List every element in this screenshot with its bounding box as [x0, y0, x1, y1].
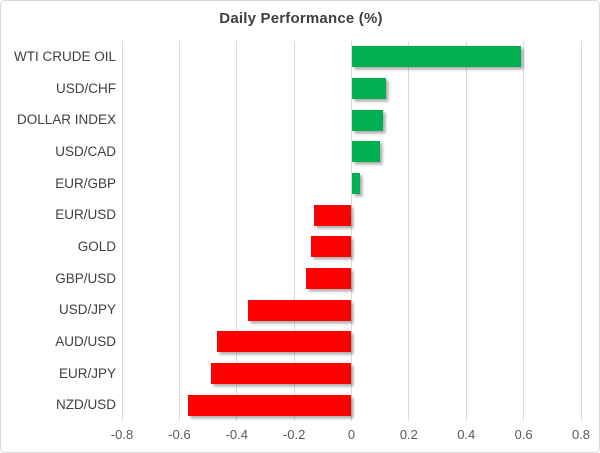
bar-eur-jpy [210, 363, 352, 384]
chart-title: Daily Performance (%) [219, 10, 383, 27]
x-tick-label: -0.2 [282, 427, 306, 442]
x-tick-label: 0.4 [457, 427, 476, 442]
x-tick-label: -0.4 [225, 427, 248, 442]
x-tick-label: 0.8 [571, 427, 591, 442]
plot-area [121, 41, 582, 421]
gridline [351, 41, 352, 421]
x-tick-label: 0 [347, 427, 356, 442]
bar-usd-chf [351, 78, 386, 99]
gridline [121, 41, 123, 421]
category-label: EUR/USD [55, 207, 116, 223]
x-tick-label: 0.2 [399, 427, 418, 442]
x-tick-label: -0.6 [168, 427, 191, 442]
gridline [236, 41, 238, 421]
category-label: USD/CAD [55, 144, 116, 159]
gridline [178, 41, 180, 421]
x-tick-label: -0.8 [110, 427, 134, 442]
bar-nzd-usd [187, 394, 352, 416]
bar-eur-usd [314, 204, 352, 226]
category-label: USD/JPY [58, 302, 116, 318]
gridline [408, 41, 410, 421]
category-label: AUD/USD [55, 334, 116, 349]
x-tick-label: 0.6 [514, 427, 533, 442]
bar-aud-usd [216, 331, 352, 353]
category-label: EUR/GBP [55, 175, 116, 191]
category-label: USD/CHF [56, 80, 116, 96]
category-label: NZD/USD [56, 397, 116, 413]
bar-wti-crude-oil [351, 46, 521, 68]
gridline [580, 41, 582, 421]
category-label: GOLD [77, 239, 116, 254]
bar-dollar-index [351, 109, 384, 131]
bar-gbp-usd [305, 268, 352, 289]
category-label: WTI CRUDE OIL [13, 49, 116, 64]
bar-usd-jpy [248, 299, 352, 321]
bar-eur-gbp [351, 173, 361, 194]
gridline [293, 41, 295, 421]
category-label: DOLLAR INDEX [16, 112, 116, 128]
gridline [523, 41, 525, 421]
bar-gold [311, 236, 352, 258]
bar-usd-cad [351, 141, 381, 163]
category-label: EUR/JPY [58, 365, 116, 381]
gridline [465, 41, 467, 421]
category-label: GBP/USD [55, 270, 116, 286]
